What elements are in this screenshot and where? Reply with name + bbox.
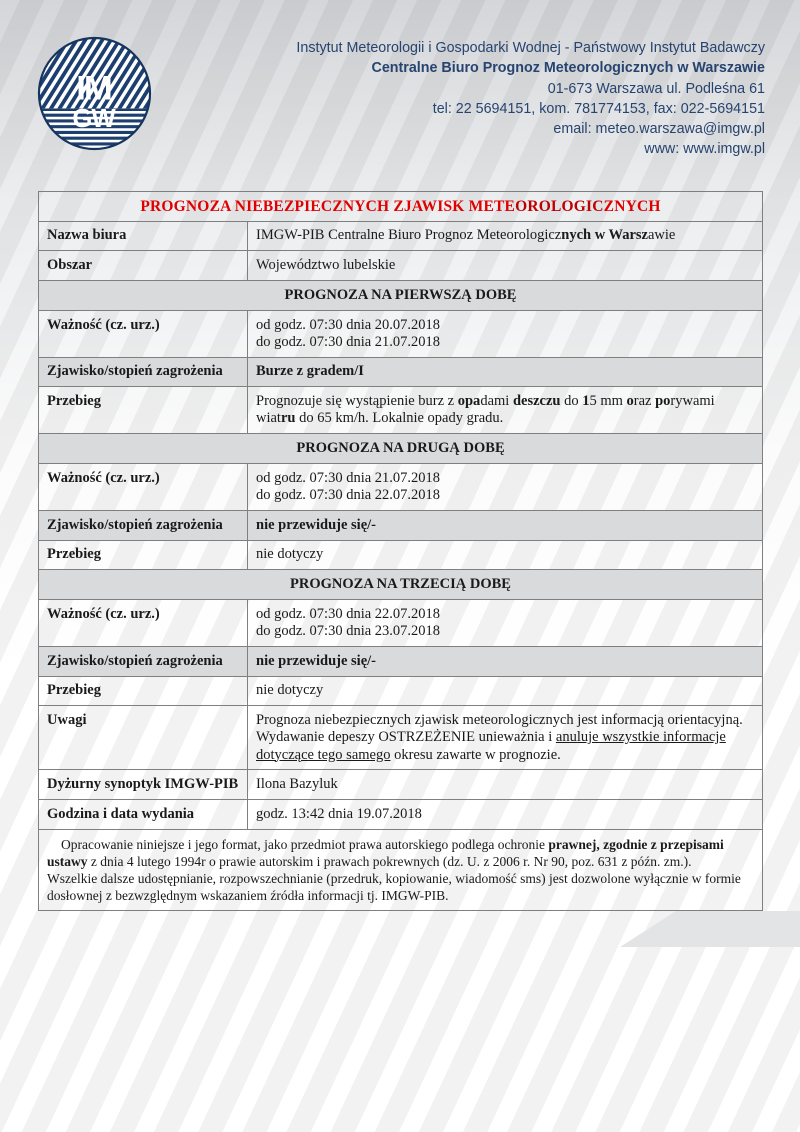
- svg-text:IM: IM: [76, 69, 111, 107]
- svg-text:GW: GW: [72, 105, 116, 133]
